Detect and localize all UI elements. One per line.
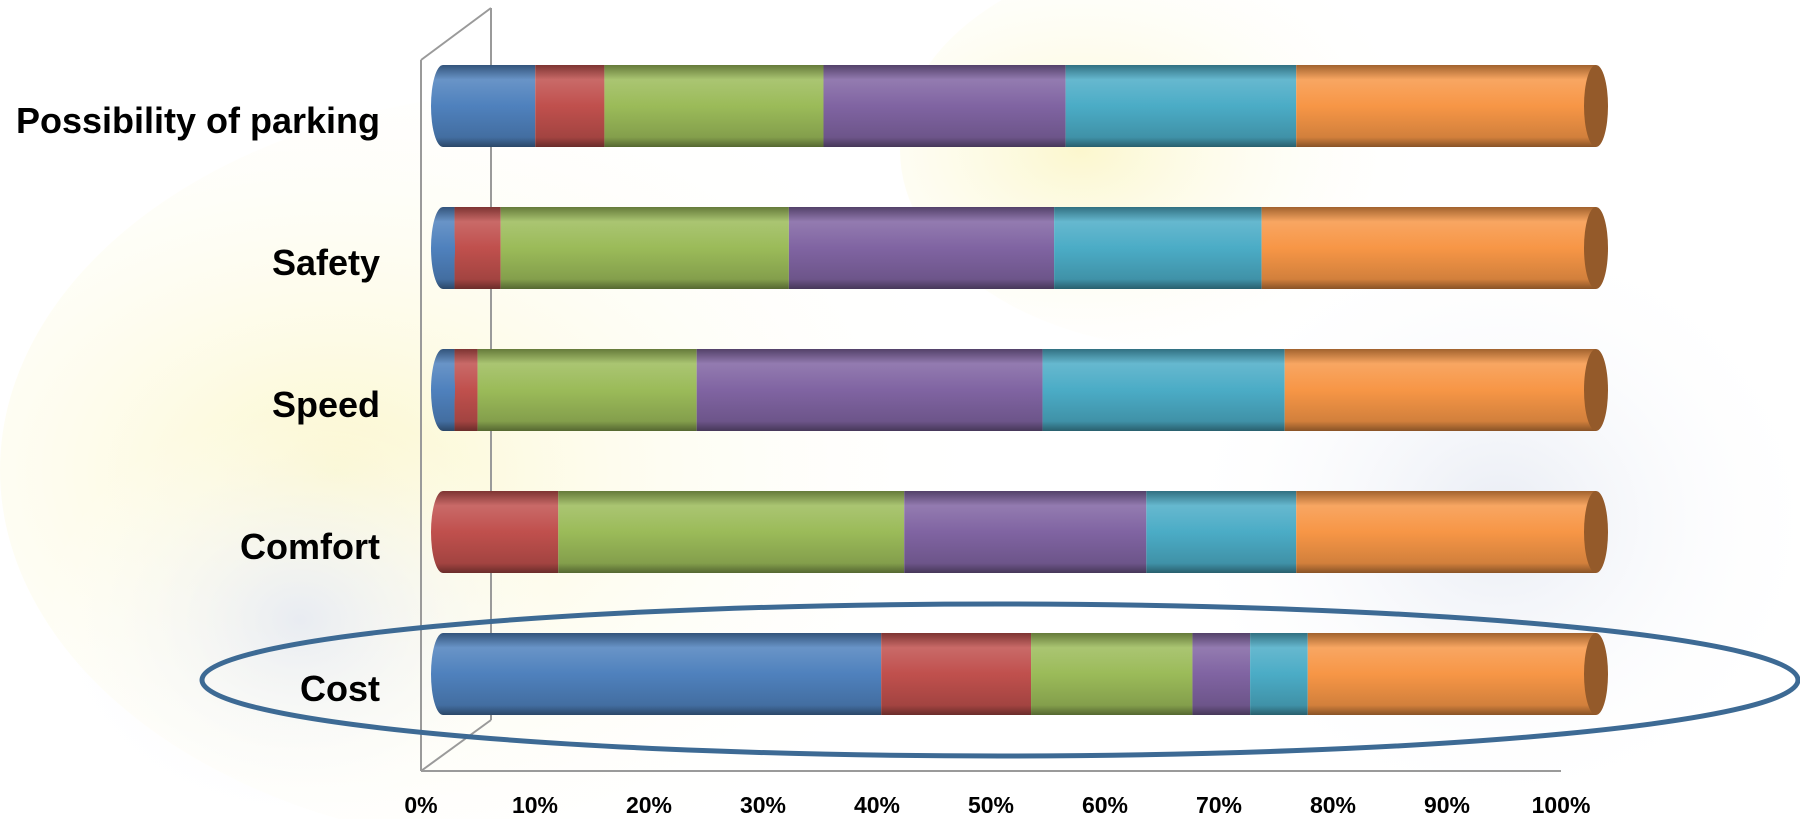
x-axis-tick-labels: 0% 10% 20% 30% 40% 50% 60% 70% 80% 90% 100% — [404, 792, 1590, 818]
x-tick-label: 10% — [512, 792, 558, 818]
category-labels: Possibility of parking Safety Speed Comfort… — [16, 100, 380, 709]
x-tick-label: 30% — [740, 792, 786, 818]
bar-segment — [558, 491, 905, 573]
bar-row-speed — [431, 349, 1608, 431]
bar-segment — [1296, 65, 1596, 147]
bar-end-cap — [1584, 207, 1608, 289]
bar-end-cap — [1584, 491, 1608, 573]
highlight-ellipse — [199, 601, 1800, 759]
bar-segment — [443, 491, 559, 573]
bar-segment — [881, 633, 1032, 715]
bar-segment — [823, 65, 1066, 147]
bar-end-cap — [1584, 633, 1608, 715]
bar-layer — [431, 65, 1608, 715]
bar-segment — [788, 207, 1055, 289]
bar-segment — [1042, 349, 1285, 431]
bar-row-cost — [431, 633, 1608, 715]
bar-segment — [443, 65, 536, 147]
bar-segment — [696, 349, 1043, 431]
bar-end-cap — [1584, 349, 1608, 431]
bar-segment — [1146, 491, 1297, 573]
category-label: Safety — [272, 242, 380, 283]
bar-segment — [1031, 633, 1193, 715]
x-tick-label: 80% — [1310, 792, 1356, 818]
frame-top-edge — [420, 7, 492, 61]
category-label: Speed — [272, 384, 380, 425]
x-tick-label: 50% — [968, 792, 1014, 818]
bar-segment — [1307, 633, 1596, 715]
bar-segment — [454, 349, 478, 431]
bar-segment — [443, 633, 882, 715]
bar-left-cap — [431, 633, 455, 715]
bar-segment — [1250, 633, 1308, 715]
bar-segment — [1261, 207, 1596, 289]
bar-left-cap — [431, 491, 455, 573]
category-label: Cost — [300, 668, 380, 709]
x-tick-label: 60% — [1082, 792, 1128, 818]
bar-segment — [1065, 65, 1297, 147]
x-tick-label: 20% — [626, 792, 672, 818]
bar-segment — [1284, 349, 1596, 431]
bar-segment — [1054, 207, 1262, 289]
bar-segment — [500, 207, 789, 289]
bar-segment — [1296, 491, 1596, 573]
bar-end-cap — [1584, 65, 1608, 147]
x-tick-label: 0% — [404, 792, 437, 818]
bar-row-safety — [431, 207, 1608, 289]
x-tick-label: 70% — [1196, 792, 1242, 818]
bar-row-possibility-of-parking — [431, 65, 1608, 147]
bar-left-cap — [431, 349, 455, 431]
bar-segment — [477, 349, 697, 431]
bar-segment — [535, 65, 605, 147]
bar-segment — [904, 491, 1147, 573]
bar-segment — [604, 65, 824, 147]
category-label: Comfort — [240, 526, 380, 567]
frame-bottom-edge — [420, 719, 492, 772]
highlight-layer — [199, 601, 1800, 759]
bar-left-cap — [431, 65, 455, 147]
x-tick-label: 100% — [1532, 792, 1591, 818]
category-label: Possibility of parking — [16, 100, 380, 141]
bar-left-cap — [431, 207, 455, 289]
x-tick-label: 40% — [854, 792, 900, 818]
bar-row-comfort — [431, 491, 1608, 573]
x-tick-label: 90% — [1424, 792, 1470, 818]
bar-segment — [454, 207, 501, 289]
bar-segment — [1192, 633, 1251, 715]
